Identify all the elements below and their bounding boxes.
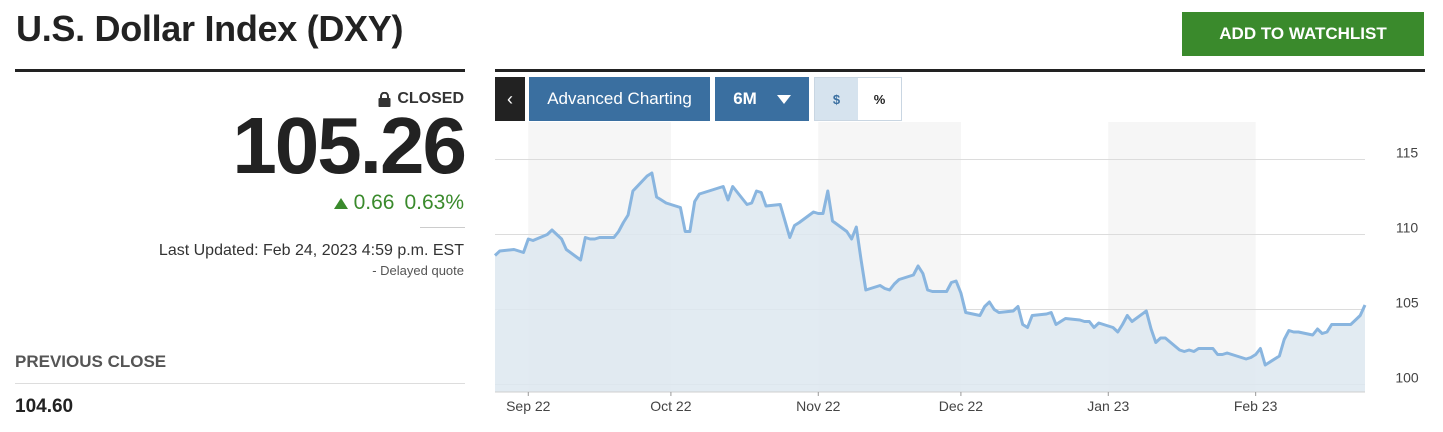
time-range-dropdown[interactable]: 6M (715, 77, 809, 121)
previous-close-divider (15, 383, 465, 384)
dollar-mode-button[interactable]: $ (815, 78, 858, 120)
chevron-left-icon: ‹ (507, 88, 513, 109)
up-arrow-icon (333, 197, 348, 209)
price-change: 0.66 0.63% (333, 191, 464, 215)
time-range-label: 6M (733, 89, 757, 108)
lock-icon (378, 91, 391, 107)
y-tick-label: 105 (1395, 295, 1419, 311)
x-tick-label: Oct 22 (650, 398, 691, 414)
price-line (493, 171, 1367, 367)
quote-panel-divider (15, 69, 465, 72)
x-tick-label: Sep 22 (506, 398, 551, 414)
y-tick-label: 110 (1396, 220, 1419, 236)
last-price: 105.26 (232, 101, 467, 190)
delayed-quote-note: - Delayed quote (372, 263, 464, 278)
y-tick-label: 100 (1395, 370, 1419, 386)
market-status-label: CLOSED (397, 90, 464, 107)
caret-down-icon (776, 94, 791, 104)
previous-close-label: PREVIOUS CLOSE (15, 352, 167, 371)
page-title: U.S. Dollar Index (DXY) (16, 8, 404, 49)
last-updated: Last Updated: Feb 24, 2023 4:59 p.m. EST (158, 242, 464, 259)
previous-close-value: 104.60 (15, 396, 74, 417)
x-tick-label: Dec 22 (939, 398, 984, 414)
collapse-chevron-button[interactable]: ‹ (495, 77, 525, 121)
advanced-charting-button[interactable]: Advanced Charting (529, 77, 710, 121)
chart-panel-divider (495, 69, 1425, 72)
change-divider (420, 227, 465, 228)
y-tick-label: 115 (1396, 145, 1419, 161)
x-tick-label: Nov 22 (796, 398, 841, 414)
value-mode-toggle: $ % (814, 77, 902, 121)
change-percent: 0.63% (404, 191, 464, 214)
change-value: 0.66 (353, 191, 395, 214)
x-tick-label: Feb 23 (1234, 398, 1278, 414)
price-area (495, 173, 1365, 392)
add-to-watchlist-button[interactable]: ADD TO WATCHLIST (1182, 12, 1424, 56)
percent-mode-button[interactable]: % (858, 78, 901, 120)
x-tick-label: Jan 23 (1087, 398, 1129, 414)
market-status: CLOSED (378, 90, 464, 108)
